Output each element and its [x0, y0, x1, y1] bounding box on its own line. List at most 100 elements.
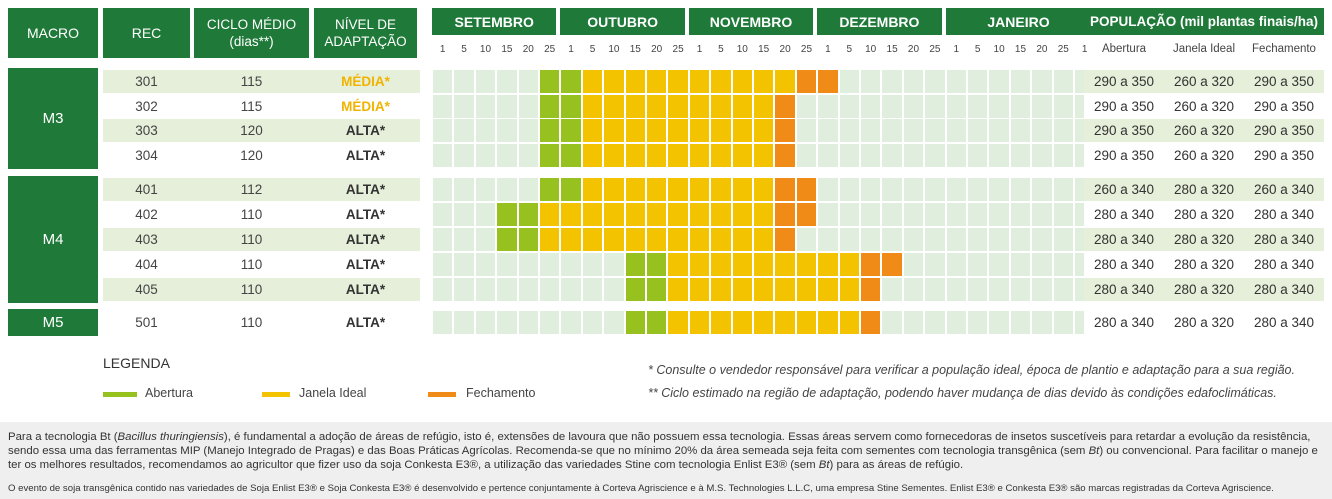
schedule-cell-janela — [582, 119, 603, 142]
pop-fechamento: 280 a 340 — [1253, 315, 1315, 330]
month-header-outubro: OUTUBRO — [560, 8, 685, 35]
rec-value: 402 — [135, 207, 158, 222]
schedule-cell-empty — [989, 278, 1009, 301]
schedule-cell-abertura — [497, 228, 517, 251]
schedule-cell-fechamento — [775, 144, 795, 167]
schedule-cell-janela — [711, 203, 731, 226]
day-label: 25 — [672, 43, 684, 55]
ciclo-value: 110 — [240, 282, 263, 297]
schedule-cell-fechamento — [882, 253, 902, 276]
day-label: 25 — [800, 43, 813, 55]
schedule-cell-janela — [754, 178, 774, 201]
schedule-cell-empty — [925, 203, 945, 226]
disclaimer-text: O evento de soja transgênica contido nas… — [8, 483, 1274, 494]
schedule-cell-fechamento — [775, 95, 795, 118]
schedule-cell-empty — [582, 253, 603, 276]
schedule-cell-empty — [475, 70, 496, 93]
schedule-cell-janela — [754, 70, 774, 93]
header-abertura: Abertura — [1101, 43, 1147, 55]
day-label: 1 — [439, 43, 446, 55]
schedule-cell-empty — [903, 178, 924, 201]
day-label: 20 — [1036, 43, 1048, 55]
schedule-cell-empty — [1053, 95, 1073, 118]
schedule-cell-janela — [711, 311, 731, 334]
ciclo-value: 115 — [240, 74, 263, 89]
schedule-cell-janela — [647, 228, 667, 251]
header-nivel-line1: NÍVEL DE — [334, 17, 397, 32]
day-label: 25 — [1057, 43, 1069, 55]
schedule-cell-empty — [475, 253, 496, 276]
schedule-cell-empty — [796, 228, 817, 251]
schedule-cell-janela — [754, 203, 774, 226]
schedule-cell-empty — [454, 253, 474, 276]
schedule-cell-janela — [796, 253, 817, 276]
schedule-cell-empty — [989, 144, 1009, 167]
schedule-cell-empty — [604, 253, 624, 276]
rec-value: 501 — [135, 315, 158, 330]
schedule-cell-janela — [647, 95, 667, 118]
day-label: 5 — [974, 43, 981, 55]
pop-band — [1084, 178, 1324, 201]
schedule-cell-fechamento — [861, 311, 881, 334]
schedule-cell-empty — [946, 95, 966, 118]
legend-label-fechamento: Fechamento — [466, 386, 536, 400]
pop-fechamento: 280 a 340 — [1253, 207, 1315, 222]
schedule-cell-empty — [818, 119, 838, 142]
schedule-cell-janela — [818, 278, 838, 301]
schedule-cell-janela — [732, 253, 752, 276]
header-nivel-line2: ADAPTAÇÃO — [324, 34, 407, 49]
schedule-cell-janela — [711, 228, 731, 251]
schedule-cell-empty — [796, 95, 817, 118]
schedule-cell-empty — [1010, 144, 1031, 167]
schedule-cell-empty — [433, 203, 453, 226]
schedule-cell-abertura — [561, 119, 581, 142]
schedule-cell-janela — [689, 311, 710, 334]
schedule-cell-janela — [732, 278, 752, 301]
pop-abertura: 280 a 340 — [1093, 282, 1155, 297]
schedule-cell-empty — [968, 119, 988, 142]
schedule-cell-janela — [668, 228, 688, 251]
day-label: 5 — [846, 43, 853, 55]
pop-fechamento: 290 a 350 — [1253, 123, 1315, 138]
day-label: 25 — [929, 43, 941, 55]
schedule-cell-empty — [968, 70, 988, 93]
day-label: 5 — [461, 43, 467, 55]
schedule-cell-empty — [1053, 144, 1073, 167]
schedule-cell-janela — [818, 311, 838, 334]
schedule-cell-janela — [754, 311, 774, 334]
schedule-cell-empty — [946, 278, 966, 301]
schedule-cell-empty — [433, 70, 453, 93]
schedule-cell-empty — [475, 228, 496, 251]
schedule-cell-fechamento — [775, 203, 795, 226]
schedule-cell-empty — [497, 144, 517, 167]
schedule-cell-abertura — [540, 144, 560, 167]
schedule-cell-janela — [668, 203, 688, 226]
legend-swatch-fechamento — [428, 392, 456, 397]
schedule-cell-empty — [968, 253, 988, 276]
schedule-cell-empty — [882, 95, 902, 118]
schedule-cell-janela — [582, 95, 603, 118]
schedule-cell-janela — [689, 144, 710, 167]
header-ciclo: CICLO MÉDIO (dias**) — [194, 8, 309, 58]
schedule-cell-empty — [903, 278, 924, 301]
info-text-bt2: Bt — [818, 459, 830, 471]
pop-fechamento: 290 a 350 — [1253, 99, 1315, 114]
pop-abertura: 290 a 350 — [1093, 99, 1155, 114]
macro-label-m5: M5 — [8, 309, 98, 336]
rec-value: 405 — [135, 282, 158, 297]
schedule-cell-empty — [925, 228, 945, 251]
schedule-cell-empty — [1053, 228, 1073, 251]
schedule-cell-empty — [989, 70, 1009, 93]
schedule-cell-empty — [475, 311, 496, 334]
schedule-cell-empty — [818, 144, 838, 167]
info-text-2: ), é fundamental a adoção de áreas de re… — [8, 431, 1311, 457]
schedule-cell-abertura — [561, 178, 581, 201]
schedule-cell-empty — [839, 95, 859, 118]
schedule-cell-janela — [647, 203, 667, 226]
rec-value: 304 — [135, 148, 158, 163]
schedule-cell-empty — [968, 203, 988, 226]
schedule-cell-janela — [689, 253, 710, 276]
schedule-cell-janela — [582, 178, 603, 201]
schedule-cell-empty — [1032, 119, 1052, 142]
schedule-cell-empty — [861, 95, 881, 118]
